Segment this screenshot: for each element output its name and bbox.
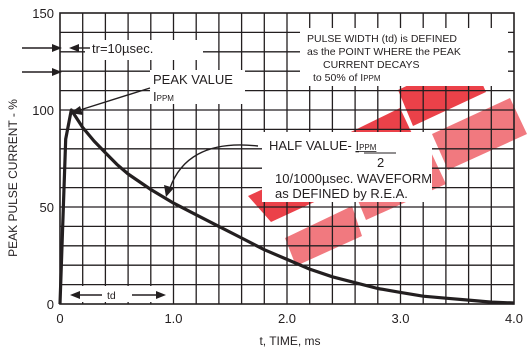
watermark-bar-4 <box>285 206 362 266</box>
tr-arrow-right-head <box>69 44 79 52</box>
td-label: td <box>107 290 116 302</box>
y-tick-label: 100 <box>32 103 54 118</box>
td-arrow-right-head <box>156 291 166 299</box>
x-tick-label: 3.0 <box>391 311 409 326</box>
pulse-width-line-1: PULSE WIDTH (td) is DEFINED <box>307 33 457 45</box>
x-tick-label: 0 <box>56 311 63 326</box>
half-value-pointer-head <box>164 185 174 197</box>
tr-note-box <box>85 40 203 60</box>
pulse-width-sub: PPM <box>363 74 381 83</box>
tr-annotation: tr=10µsec. <box>22 41 153 76</box>
peak-value-annotation: PEAK VALUE IPPM <box>70 72 233 115</box>
pulse-width-line-2: as the POINT WHERE the PEAK <box>307 46 461 58</box>
td-arrow-left-head <box>70 291 80 299</box>
y-axis-title: PEAK PULSE CURRENT - % <box>6 99 20 257</box>
pulse-width-annotation: PULSE WIDTH (td) is DEFINED as the POINT… <box>307 33 461 84</box>
half-value-i: I <box>355 138 359 153</box>
peak-value-symbol: IPPM <box>153 89 174 104</box>
x-tick-label: 1.0 <box>164 311 182 326</box>
series-line <box>58 108 515 305</box>
half-value-denominator: 2 <box>377 155 384 170</box>
peak-value-note-box <box>150 70 245 104</box>
peak-value-label: PEAK VALUE <box>153 72 233 87</box>
td-annotation: td <box>64 286 172 302</box>
half-value-pointer-curve <box>169 144 259 189</box>
peak-value-sub: PPM <box>157 94 175 103</box>
peak-value-i: I <box>153 89 157 104</box>
half-value-label: HALF VALUE- IPPM <box>269 138 377 153</box>
half-value-note-box <box>262 132 432 202</box>
half-value-annotation: HALF VALUE- IPPM 2 10/1000µsec. WAVEFORM… <box>164 138 432 201</box>
x-tick-label: 2.0 <box>278 311 296 326</box>
peak-pointer-head <box>70 106 83 115</box>
y-tick-label: 150 <box>32 6 54 21</box>
half-value-prefix: HALF VALUE- <box>269 138 355 153</box>
pulse-width-note-box <box>300 28 508 86</box>
tr-label: tr=10µsec. <box>92 41 153 56</box>
x-tick-label: 4.0 <box>505 311 523 326</box>
tr-arrow-left-head <box>52 44 62 52</box>
axes <box>59 12 515 305</box>
waveform-line-1: 10/1000µsec. WAVEFORM <box>275 171 432 186</box>
x-axis-title: t, TIME, ms <box>259 334 320 348</box>
peak-pointer-line <box>79 87 151 111</box>
tick-labels: 0 50 100 150 0 1.0 2.0 3.0 4.0 <box>32 6 523 326</box>
y-tick-label: 0 <box>47 297 54 312</box>
y-tick-label: 50 <box>40 200 54 215</box>
half-value-sub: PPM <box>359 143 377 152</box>
plot-frame <box>59 12 515 305</box>
td-box <box>64 286 172 302</box>
pulse-width-line-3: CURRENT DECAYS <box>323 59 419 71</box>
pulse-width-line-4-text: to 50% of I <box>313 72 363 84</box>
waveform-line-2: as DEFINED by R.E.A. <box>275 186 408 201</box>
tr-arrow-left-head-2 <box>52 68 62 76</box>
watermark-bar-6 <box>432 98 527 170</box>
pulse-width-line-4: to 50% of IPPM <box>313 72 381 84</box>
